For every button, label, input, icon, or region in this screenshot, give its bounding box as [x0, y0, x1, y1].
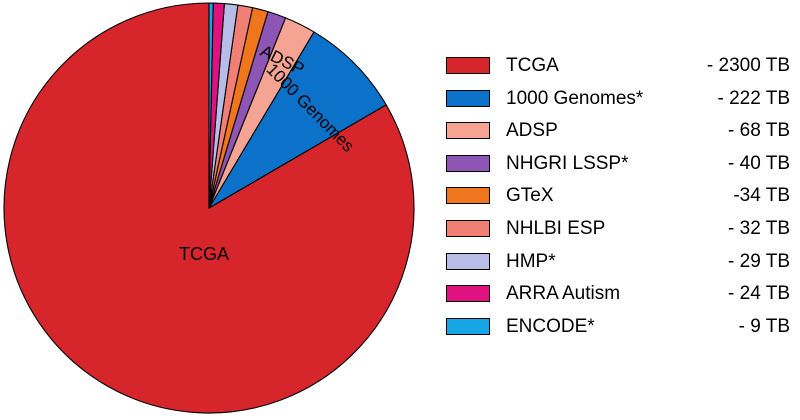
legend-value: - 222 TB: [717, 87, 790, 109]
legend-value: - 2300 TB: [706, 55, 790, 76]
legend-item-arra-autism: ARRA Autism - 24 TB: [446, 282, 796, 315]
legend-item-tcga: TCGA - 2300 TB: [446, 54, 796, 87]
pie-slice-tcga: [3, 2, 415, 414]
legend-item-encode: ENCODE* - 9 TB: [446, 315, 796, 348]
legend-item-gtex: GTeX -34 TB: [446, 184, 796, 217]
legend-label: NHLBI ESP: [506, 217, 606, 239]
legend-value: - 29 TB: [728, 250, 790, 272]
legend-item-nhlbi-esp: NHLBI ESP - 32 TB: [446, 217, 796, 250]
legend-value: - 68 TB: [728, 120, 790, 142]
legend-value: - 9 TB: [738, 315, 790, 337]
legend-item-hmp: HMP* - 29 TB: [446, 250, 796, 283]
legend-swatch: [446, 57, 490, 74]
legend-label: GTeX: [506, 185, 554, 207]
pie-slice-1000-genomes: [208, 31, 387, 209]
legend-swatch: [446, 219, 490, 237]
legend-swatch: [446, 122, 490, 140]
legend-value: - 24 TB: [728, 283, 790, 305]
legend-item-1000-genomes: 1000 Genomes* - 222 TB: [446, 87, 796, 120]
legend-value: - 32 TB: [728, 217, 790, 239]
legend-label: NHGRI LSSP*: [506, 152, 629, 174]
legend-value: -34 TB: [733, 185, 790, 207]
slice-label-tcga: TCGA: [179, 244, 229, 264]
legend-swatch: [446, 89, 490, 107]
chart-legend: TCGA - 2300 TB 1000 Genomes* - 222 TB ADSP - …: [446, 54, 796, 347]
legend-swatch: [446, 154, 490, 172]
legend-label: 1000 Genomes*: [506, 87, 644, 109]
legend-swatch: [446, 252, 490, 270]
legend-label: HMP*: [506, 250, 556, 272]
legend-swatch: [446, 317, 490, 335]
legend-item-adsp: ADSP - 68 TB: [446, 119, 796, 152]
legend-swatch: [446, 285, 490, 303]
legend-item-nhgri-lssp: NHGRI LSSP* - 40 TB: [446, 152, 796, 185]
legend-label: ADSP: [506, 120, 558, 142]
legend-label: TCGA: [506, 55, 559, 76]
legend-label: ARRA Autism: [506, 283, 621, 305]
pie-slice-encode: [208, 2, 214, 209]
legend-label: ENCODE*: [506, 315, 595, 337]
legend-swatch: [446, 187, 490, 205]
legend-value: - 40 TB: [728, 152, 790, 174]
